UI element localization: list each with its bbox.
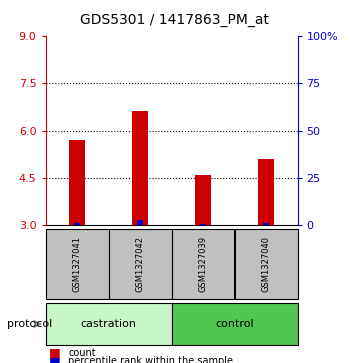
Bar xyxy=(264,223,268,225)
Text: GSM1327041: GSM1327041 xyxy=(72,236,82,292)
Text: percentile rank within the sample: percentile rank within the sample xyxy=(68,356,233,363)
Text: GDS5301 / 1417863_PM_at: GDS5301 / 1417863_PM_at xyxy=(80,13,270,27)
Bar xyxy=(69,140,85,225)
Text: control: control xyxy=(215,319,254,329)
Text: ■: ■ xyxy=(49,346,61,359)
Text: ■: ■ xyxy=(49,355,61,363)
Text: castration: castration xyxy=(80,319,136,329)
Bar xyxy=(75,223,79,225)
Text: protocol: protocol xyxy=(7,319,52,329)
Bar xyxy=(195,175,211,225)
Bar xyxy=(258,159,274,225)
Bar xyxy=(201,224,205,225)
Text: GSM1327042: GSM1327042 xyxy=(135,236,145,292)
Text: GSM1327039: GSM1327039 xyxy=(198,236,208,292)
Text: count: count xyxy=(68,348,96,358)
Text: GSM1327040: GSM1327040 xyxy=(261,236,271,292)
Bar xyxy=(138,220,142,225)
Bar xyxy=(132,111,148,225)
